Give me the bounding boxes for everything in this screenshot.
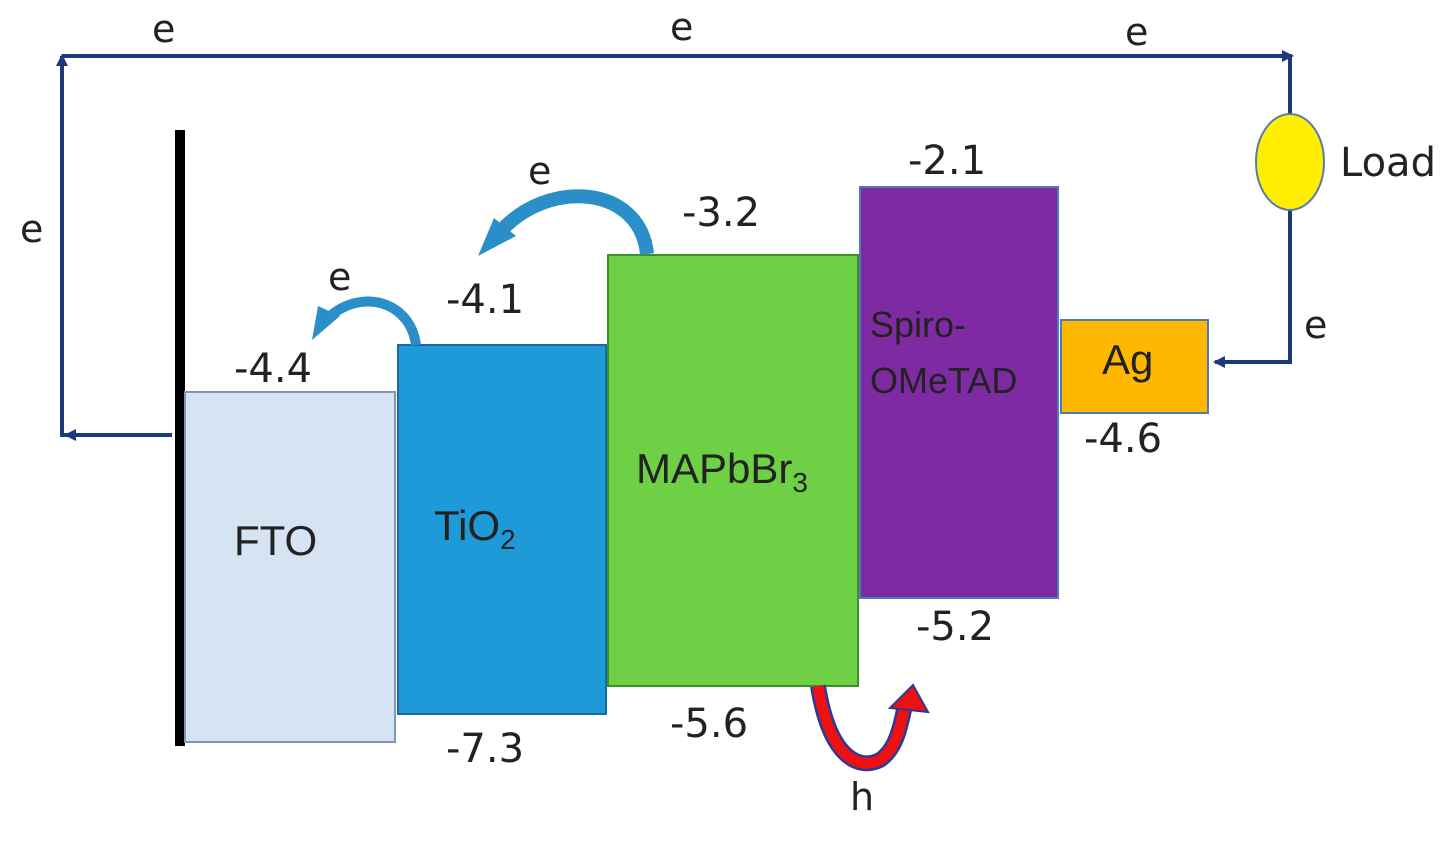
layer-fto-top-level: -4.4 xyxy=(234,346,312,392)
circuit-electron-label-right: e xyxy=(1304,303,1327,347)
layer-ag-label: Ag xyxy=(1102,336,1153,383)
hole-transfer-arrow xyxy=(810,683,930,772)
electron-label-mapbbr3-to-tio2: e xyxy=(528,149,551,193)
layer-spiro-label-line1: Spiro- xyxy=(870,304,966,345)
electron-transfer-arrow-tio2-to-fto xyxy=(312,296,421,346)
layer-spiro-ometad xyxy=(859,186,1059,599)
external-circuit xyxy=(56,50,1294,441)
layer-ag-bottom-level: -4.6 xyxy=(1084,416,1162,462)
layer-fto-label: FTO xyxy=(234,517,317,564)
hole-label: h xyxy=(850,775,874,819)
layer-tio2-label: TiO2 xyxy=(434,502,516,555)
layer-spiro-bottom-level: -5.2 xyxy=(916,604,994,650)
layer-ag xyxy=(1060,319,1209,414)
layer-tio2 xyxy=(397,344,607,715)
layer-mapbbr3 xyxy=(607,254,859,687)
layer-tio2-top-level: -4.1 xyxy=(446,277,524,323)
layer-mapbbr3-top-level: -3.2 xyxy=(682,190,760,236)
electrode-bar xyxy=(175,130,185,746)
electron-transfer-arrow-mapbbr3-to-tio2 xyxy=(478,189,654,256)
circuit-electron-label-top-middle: e xyxy=(670,5,693,49)
layer-mapbbr3-bottom-level: -5.6 xyxy=(670,701,748,747)
circuit-electron-label-left: e xyxy=(20,207,43,251)
layer-mapbbr3-label-main: MAPbBr xyxy=(636,445,792,492)
layer-tio2-label-subscript: 2 xyxy=(500,524,516,555)
layer-spiro-label-line2: OMeTAD xyxy=(870,360,1017,401)
layer-mapbbr3-label: MAPbBr3 xyxy=(636,445,808,498)
layer-fto xyxy=(184,391,396,743)
electron-label-tio2-to-fto: e xyxy=(328,255,351,299)
circuit-electron-label-top-left: e xyxy=(152,7,175,51)
layer-mapbbr3-label-subscript: 3 xyxy=(792,467,808,498)
layer-spiro-top-level: -2.1 xyxy=(908,138,986,184)
wire-fto-out xyxy=(60,62,172,437)
wire-right-lower xyxy=(1213,210,1292,368)
circuit-electron-label-top-right: e xyxy=(1125,10,1148,54)
load-resistor xyxy=(1255,113,1325,211)
layer-tio2-label-main: TiO xyxy=(434,502,500,549)
load-label: Load xyxy=(1340,140,1436,186)
layer-tio2-bottom-level: -7.3 xyxy=(446,726,524,772)
